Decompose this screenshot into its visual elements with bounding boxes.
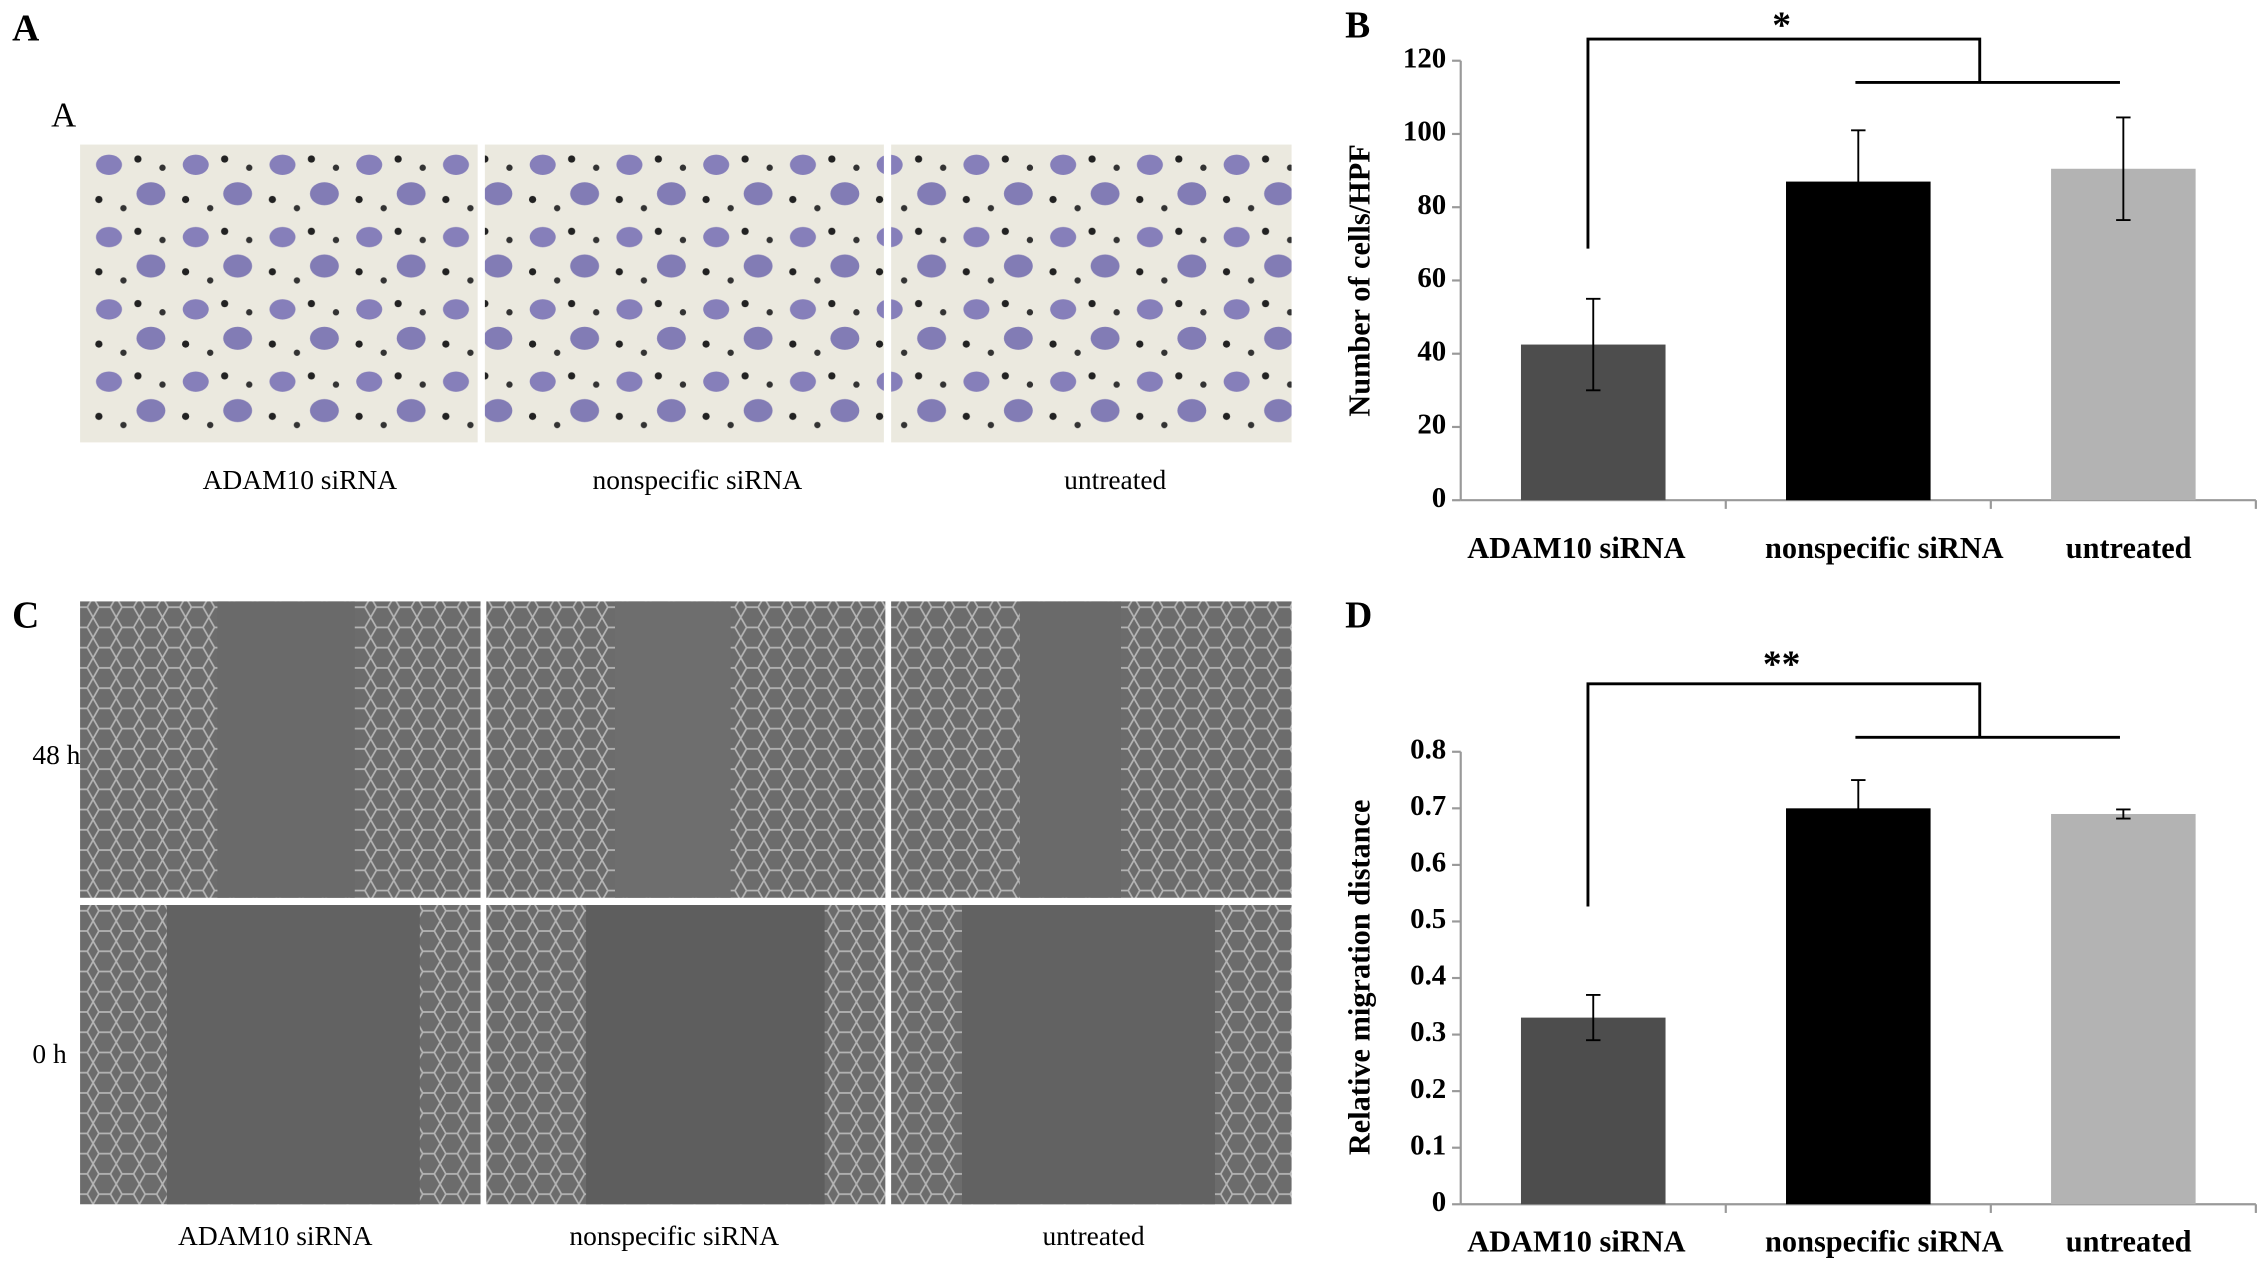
bar [2051, 813, 2196, 1205]
image-label: ADAM10 siRNA [203, 465, 398, 495]
panel-letter: A [12, 8, 39, 49]
bar [1520, 1017, 1666, 1205]
y-tick-label: 0.3 [1410, 1016, 1446, 1048]
significance-bracket [1586, 682, 2120, 907]
micrograph [80, 144, 478, 443]
y-tick-label: 0.8 [1410, 733, 1446, 765]
bar [1786, 181, 1931, 501]
y-tick-label: 0.2 [1410, 1073, 1446, 1105]
x-tick-label: untreated [2066, 1225, 2192, 1259]
significance: * [1772, 6, 1791, 47]
y-tick-label: 0.7 [1410, 790, 1446, 822]
x-tick-label: untreated [2066, 531, 2192, 565]
y-tick-label: 120 [1403, 42, 1446, 74]
y-axis-label: Number of cells/HPF [1342, 144, 1376, 416]
row-label: 48 h [32, 740, 80, 770]
y-tick-label: 20 [1417, 409, 1446, 441]
panel-letter: C [12, 595, 39, 636]
row-label: 0 h [32, 1039, 67, 1069]
image-label: untreated [1042, 1221, 1144, 1251]
x-tick-label: ADAM10 siRNA [1467, 1225, 1685, 1259]
y-tick-label: 0.1 [1410, 1129, 1446, 1161]
error-bar [2116, 808, 2131, 820]
panel-sublabel: A [51, 96, 76, 135]
y-tick-label: 0 [1432, 1186, 1446, 1218]
error-bar [1586, 994, 1601, 1042]
error-bar [1586, 297, 1601, 392]
significance-bracket [1586, 37, 2120, 249]
bar [2051, 168, 2196, 501]
x-tick-label: nonspecific siRNA [1765, 531, 2004, 565]
image-label: ADAM10 siRNA [178, 1221, 373, 1251]
y-tick-label: 80 [1417, 189, 1446, 221]
panel-letter: B [1345, 6, 1370, 47]
significance: ** [1763, 645, 1801, 686]
y-tick-label: 60 [1417, 262, 1446, 294]
image-label: nonspecific siRNA [569, 1221, 779, 1251]
micrograph [891, 144, 1292, 443]
y-tick-label: 0.6 [1410, 847, 1446, 879]
y-tick-label: 0.5 [1410, 903, 1446, 935]
y-axis-label: Relative migration distance [1342, 799, 1376, 1155]
image-label: nonspecific siRNA [593, 465, 803, 495]
error-bar [1851, 129, 1866, 234]
scratch-images [80, 601, 1292, 1205]
bar [1786, 808, 1931, 1205]
micrograph [484, 144, 884, 443]
panel-letter: D [1345, 595, 1372, 636]
image-label: untreated [1064, 465, 1166, 495]
error-bar [1851, 779, 1866, 838]
y-tick-label: 0 [1432, 482, 1446, 514]
y-tick-label: 0.4 [1410, 960, 1446, 992]
y-tick-label: 100 [1403, 116, 1446, 148]
y-tick-label: 40 [1417, 335, 1446, 367]
x-tick-label: nonspecific siRNA [1765, 1225, 2004, 1259]
error-bar [2116, 116, 2131, 221]
x-tick-label: ADAM10 siRNA [1467, 531, 1685, 565]
